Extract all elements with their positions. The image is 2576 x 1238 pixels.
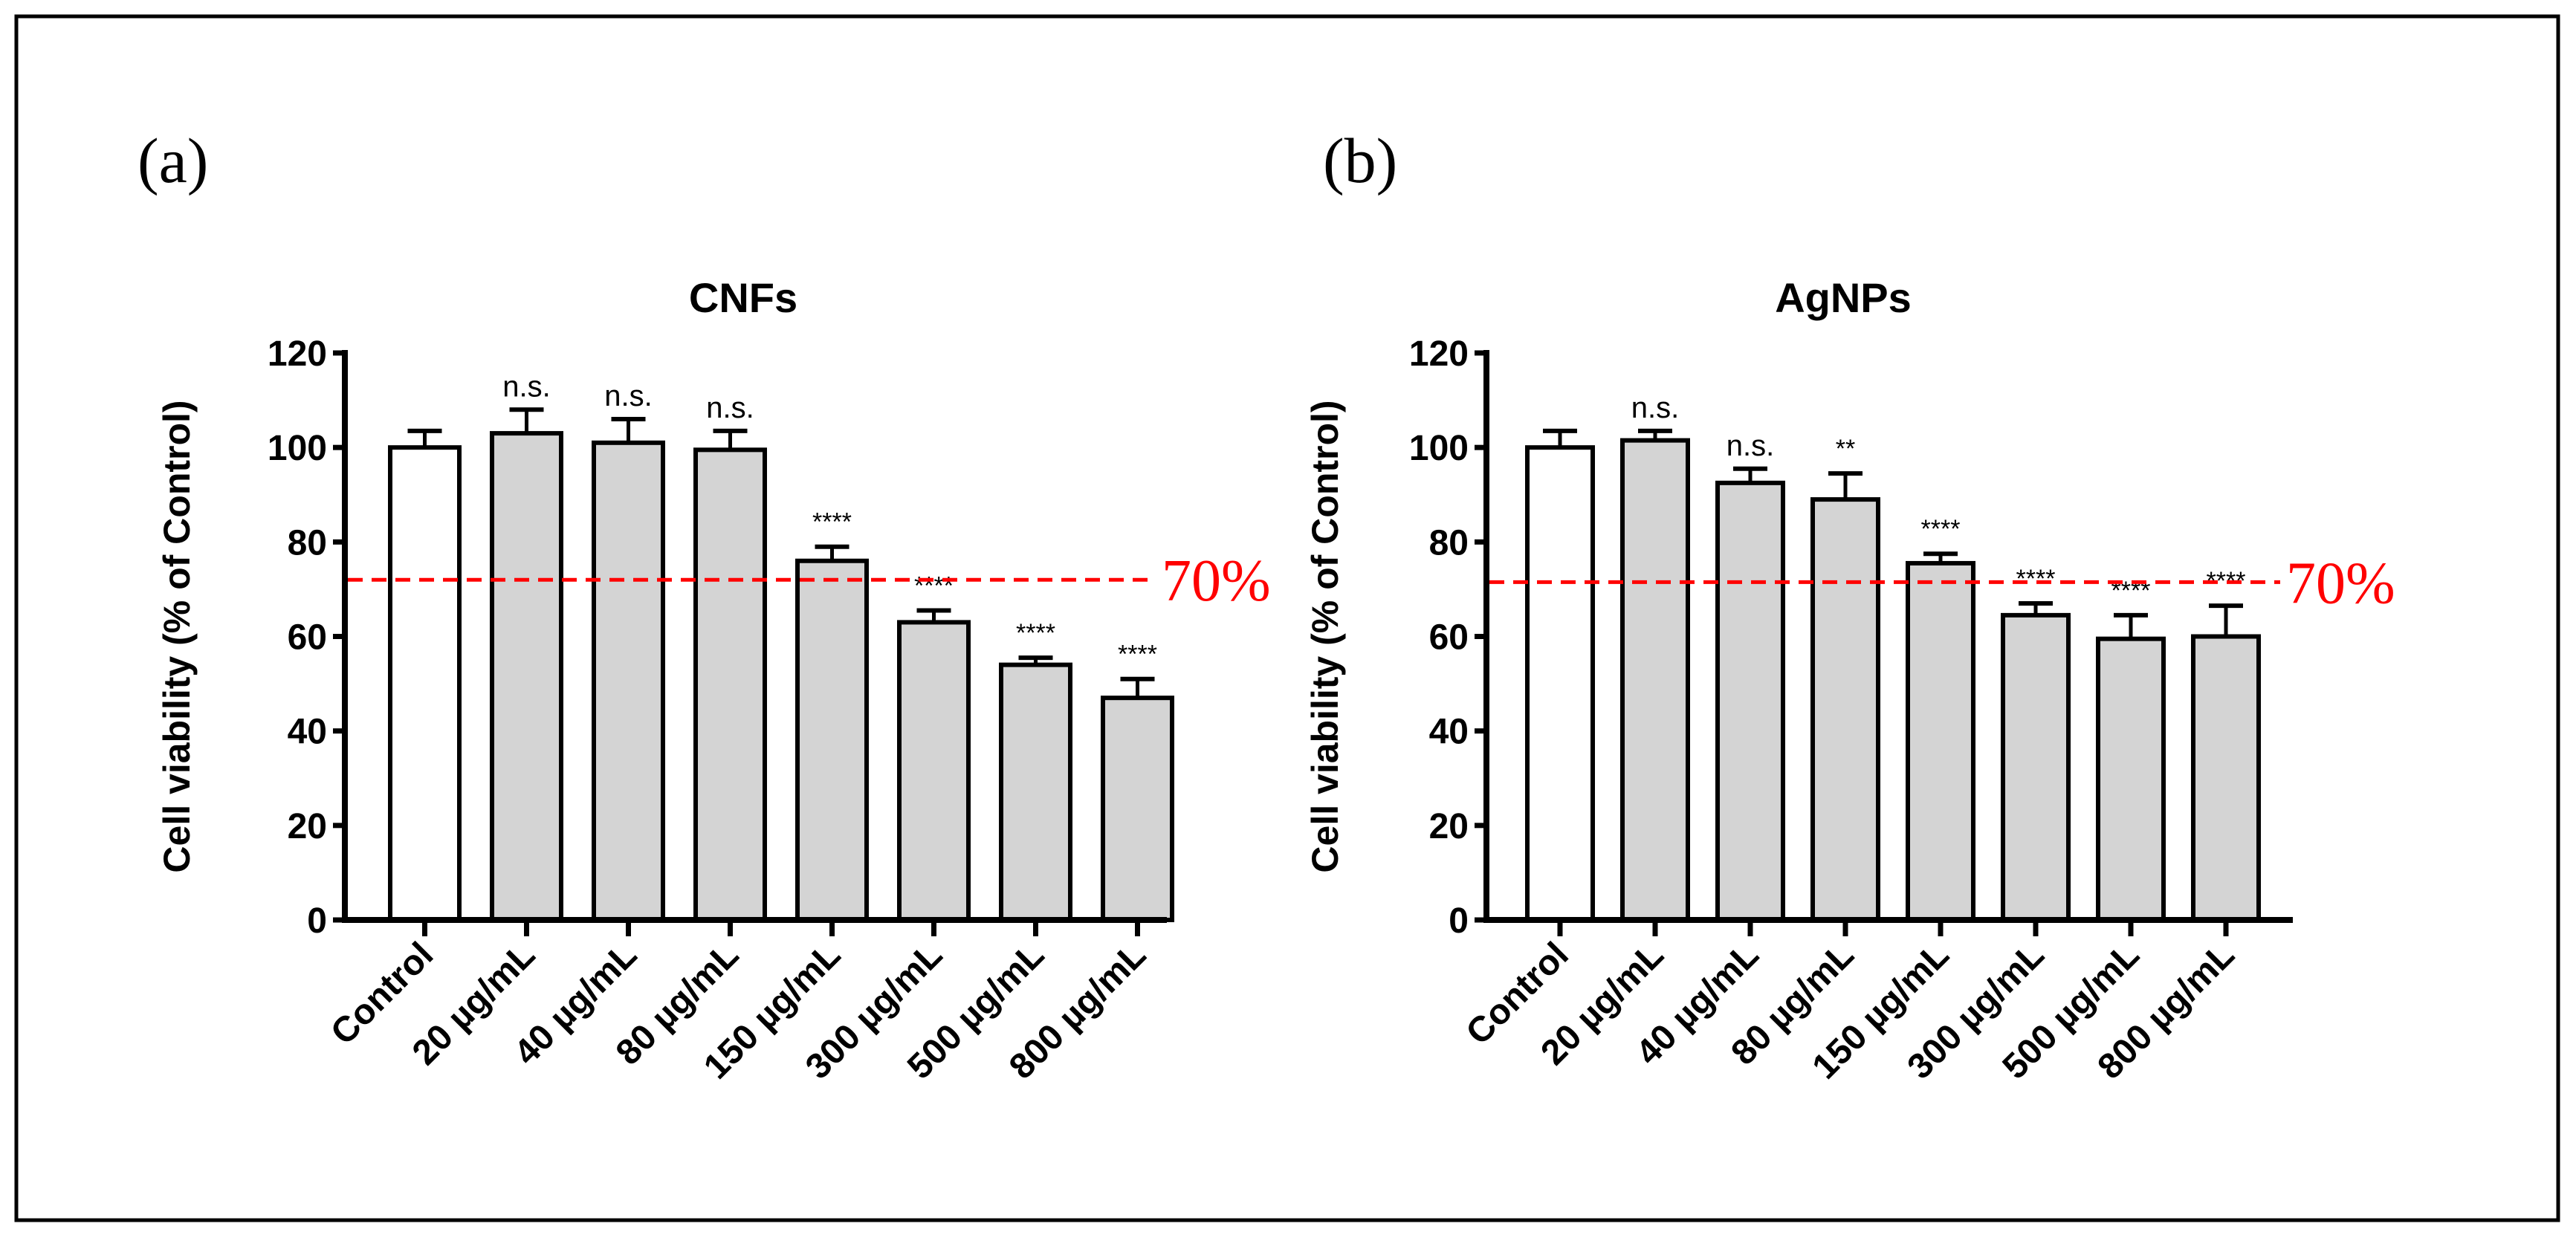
significance-label: n.s. [604, 380, 652, 412]
y-tick-label: 0 [1449, 901, 1469, 941]
significance-label: n.s. [1631, 392, 1679, 424]
significance-label: n.s. [1726, 430, 1774, 462]
bar-treated [693, 447, 767, 922]
y-tick-label: 80 [1429, 523, 1469, 563]
y-tick-label: 40 [288, 713, 327, 752]
bar-control [1525, 445, 1595, 922]
panel-label: (a) [137, 125, 208, 196]
chart-panel-b: (b) AgNPs Cell viability (% of Control) 0 20… [1304, 125, 2395, 1086]
y-tick-label: 60 [1429, 618, 1469, 658]
significance-label: **** [1016, 619, 1055, 647]
significance-label: ** [1836, 435, 1855, 463]
bar-control [388, 445, 462, 922]
threshold-label: 70% [1162, 548, 1271, 614]
bar-treated [1906, 560, 1975, 923]
significance-label: **** [812, 508, 852, 537]
y-tick-label: 20 [288, 807, 327, 846]
significance-label: **** [2016, 565, 2056, 593]
significance-label: **** [914, 572, 954, 600]
y-tick-label: 0 [307, 901, 327, 941]
bar-treated [1715, 480, 1785, 922]
y-axis-label: Cell viability (% of Control) [1304, 400, 1346, 872]
y-tick-label: 120 [268, 334, 327, 374]
chart-title: CNFs [689, 274, 797, 321]
bar-treated [1101, 696, 1174, 922]
y-tick-label: 120 [1409, 334, 1469, 374]
bar-treated [490, 431, 563, 922]
chart-title: AgNPs [1775, 274, 1912, 321]
bar-treated [2096, 636, 2166, 922]
y-tick-label: 40 [1429, 713, 1469, 752]
y-tick-label: 20 [1429, 807, 1469, 846]
bar-treated [592, 440, 665, 922]
panel-label: (b) [1323, 125, 1397, 196]
bar-treated [2191, 634, 2261, 922]
y-tick-label: 80 [288, 523, 327, 563]
y-tick-label: 100 [1409, 429, 1469, 468]
bar-treated [1620, 438, 1690, 922]
bar-treated [897, 620, 971, 922]
significance-label: n.s. [502, 370, 550, 403]
significance-label: **** [1921, 515, 1961, 543]
y-tick-label: 60 [288, 618, 327, 658]
bar-treated [795, 558, 869, 922]
bar-treated [1810, 497, 1880, 922]
y-tick-label: 100 [268, 429, 327, 468]
bar-treated [2001, 612, 2071, 922]
significance-label: **** [1118, 641, 1157, 669]
significance-label: n.s. [706, 392, 754, 424]
bar-treated [999, 662, 1072, 923]
threshold-label: 70% [2286, 551, 2395, 616]
y-axis-label: Cell viability (% of Control) [156, 400, 198, 872]
